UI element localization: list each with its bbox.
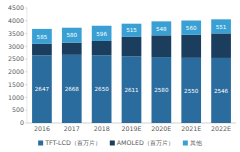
bar-segment [152,57,172,123]
legend-label: TFT-LCD（百万片） [44,139,101,147]
y-tick-label: 3500 [8,30,24,37]
bar-segment [211,33,231,58]
legend-label: 其他 [190,139,202,146]
data-label: 2550 [184,88,199,94]
bar-segment [181,35,201,58]
bar-segment [152,21,172,35]
x-tick-label: 2019E [121,125,141,132]
bars [32,19,231,123]
legend-swatch [38,141,43,146]
legend-label: AMOLED（百万片） [117,139,174,147]
data-label: 551 [216,24,227,30]
bar-segment [122,37,142,56]
y-tick-label: 0 [20,119,24,126]
data-label: 2580 [154,87,169,93]
x-tick-label: 2021E [181,125,201,132]
data-label: 2647 [35,86,50,92]
data-label: 585 [37,34,48,40]
bar-segment [181,58,201,123]
data-label: 2611 [124,87,139,93]
data-label: 548 [156,26,167,32]
x-tick-label: 2016 [34,125,50,132]
legend-swatch [183,141,188,146]
bar-segment [152,35,172,57]
y-tick-label: 4000 [8,17,24,24]
bar-segment [92,41,112,55]
bar-segment [62,43,82,55]
bar-segment [32,55,52,123]
y-tick-label: 3000 [8,43,24,50]
y-axis [27,8,28,123]
data-label: 596 [96,31,107,37]
y-tick-label: 4500 [8,4,24,11]
y-tick-label: 1000 [8,94,24,101]
x-tick-label: 2017 [64,125,80,132]
bar-segment [211,58,231,123]
x-tick-label: 2020E [151,125,171,132]
bar-segment [122,24,142,37]
data-label: 2546 [214,88,229,94]
data-label: 560 [186,25,197,31]
data-label: 2650 [95,86,110,92]
bar-segment [211,19,231,33]
data-label: 515 [126,27,137,33]
chart: 0 500 1000 1500 2000 2500 3000 3500 4000 4500 2016… [0,0,240,152]
x-tick-label: 2022E [211,125,231,132]
y-tick-label: 2000 [8,68,24,75]
legend: TFT-LCD（百万片） AMOLED（百万片） 其他 [38,139,202,147]
bar-segment [62,28,82,43]
bar-segment [62,55,82,123]
data-label: 580 [66,32,77,38]
bar-segment [92,55,112,123]
y-tick-label: 2500 [8,55,24,62]
x-tick-label: 2018 [94,125,110,132]
bar-segment [122,56,142,123]
bar-segment [92,26,112,41]
y-tick-label: 500 [12,106,24,113]
legend-swatch [110,141,115,146]
y-tick-label: 1500 [8,81,24,88]
bar-segment [32,44,52,56]
bar-segment [32,29,52,44]
data-label: 2668 [65,86,80,92]
bar-segment [181,21,201,35]
